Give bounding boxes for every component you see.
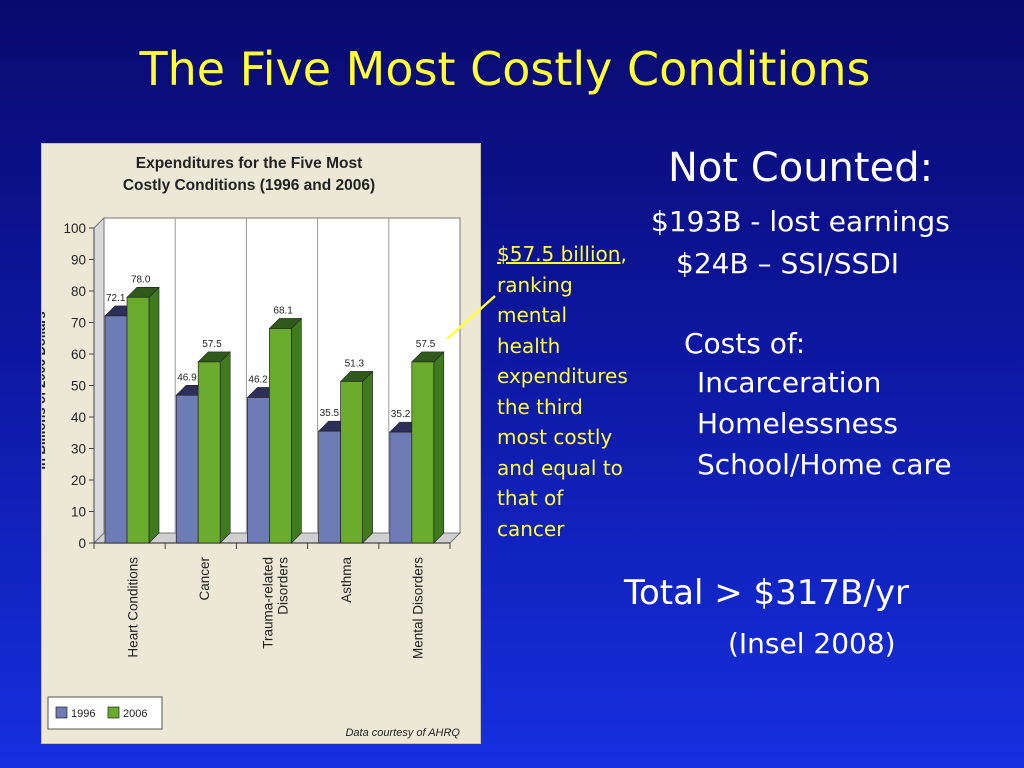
bar-2006 [269,328,292,544]
callout-line: mental [497,303,568,327]
callout-line: cancer [497,516,565,541]
y-tick-label: 30 [71,442,86,457]
data-label-1996: 35.5 [320,408,340,419]
category-label: Cancer [197,557,212,601]
data-label-2006: 57.5 [202,339,222,350]
costs-item: Incarceration [697,366,882,399]
callout-line: health [497,333,561,358]
y-axis-title: In Billions of 2006 Dollars [42,311,48,469]
y-tick-label: 100 [63,221,86,236]
costs-item: School/Home care [697,448,952,481]
y-tick-label: 40 [71,410,86,425]
costs-heading: Costs of: [684,327,806,360]
y-tick-label: 80 [71,284,86,299]
legend-swatch-2006 [107,706,120,719]
callout-text: $57.5 billion, ranking mental health exp… [497,239,672,544]
y-tick-label: 10 [71,505,86,520]
y-tick-label: 60 [71,347,86,362]
bar-2006 [411,361,435,544]
data-label-1996: 72.1 [106,293,126,304]
chart-credit: Data courtesy of AHRQ [345,727,460,739]
data-label-2006: 68.1 [273,305,293,316]
data-label-1996: 35.2 [391,409,411,420]
data-label-2006: 51.3 [345,358,365,369]
callout-comma: , [620,242,627,266]
callout-line: the third [497,394,583,419]
data-label-1996: 46.2 [248,374,268,385]
category-label: Asthma [339,557,354,603]
not-counted-item: $24B – SSI/SSDI [676,247,900,280]
bar-2006 [126,296,150,544]
category-label: Heart Conditions [126,557,141,658]
callout-line: that of [497,486,564,510]
bar-2006 [340,381,363,544]
category-label: Mental Disorders [410,557,425,659]
bar-chart: Expenditures for the Five Most Costly Con… [42,155,462,739]
y-tick-label: 50 [71,379,86,394]
callout-line: ranking [497,272,573,297]
category-label: Disorders [276,557,291,615]
citation: (Insel 2008) [728,627,896,660]
slide-title: The Five Most Costly Conditions [139,42,871,96]
y-tick-label: 0 [78,536,86,551]
chart-title-line: Expenditures for the Five Most [136,155,363,172]
legend-label-2006: 2006 [123,708,147,720]
data-label-2006: 57.5 [416,339,436,350]
not-counted-item: $193B - lost earnings [651,205,950,238]
category-label: Trauma-related [261,557,276,649]
y-tick-label: 70 [71,316,86,331]
data-label-1996: 46.9 [177,372,197,383]
chart-title-line: Costly Conditions (1996 and 2006) [123,177,375,194]
legend-swatch-1996 [55,706,68,719]
y-tick-label: 90 [71,253,86,268]
chart-panel: Expenditures for the Five Most Costly Con… [41,143,481,744]
bar-2006 [197,361,221,544]
legend-label-1996: 1996 [71,708,95,720]
costs-item: Homelessness [697,407,899,440]
not-counted-heading: Not Counted: [668,145,934,191]
data-label-2006: 78.0 [131,274,151,285]
callout-link[interactable]: $57.5 billion [497,242,621,266]
y-tick-label: 20 [71,473,86,488]
callout-line: most costly [497,425,613,449]
callout-line: and equal to [497,455,623,480]
callout-line: expenditures [497,364,628,388]
total-cost: Total > $317B/yr [624,573,909,613]
